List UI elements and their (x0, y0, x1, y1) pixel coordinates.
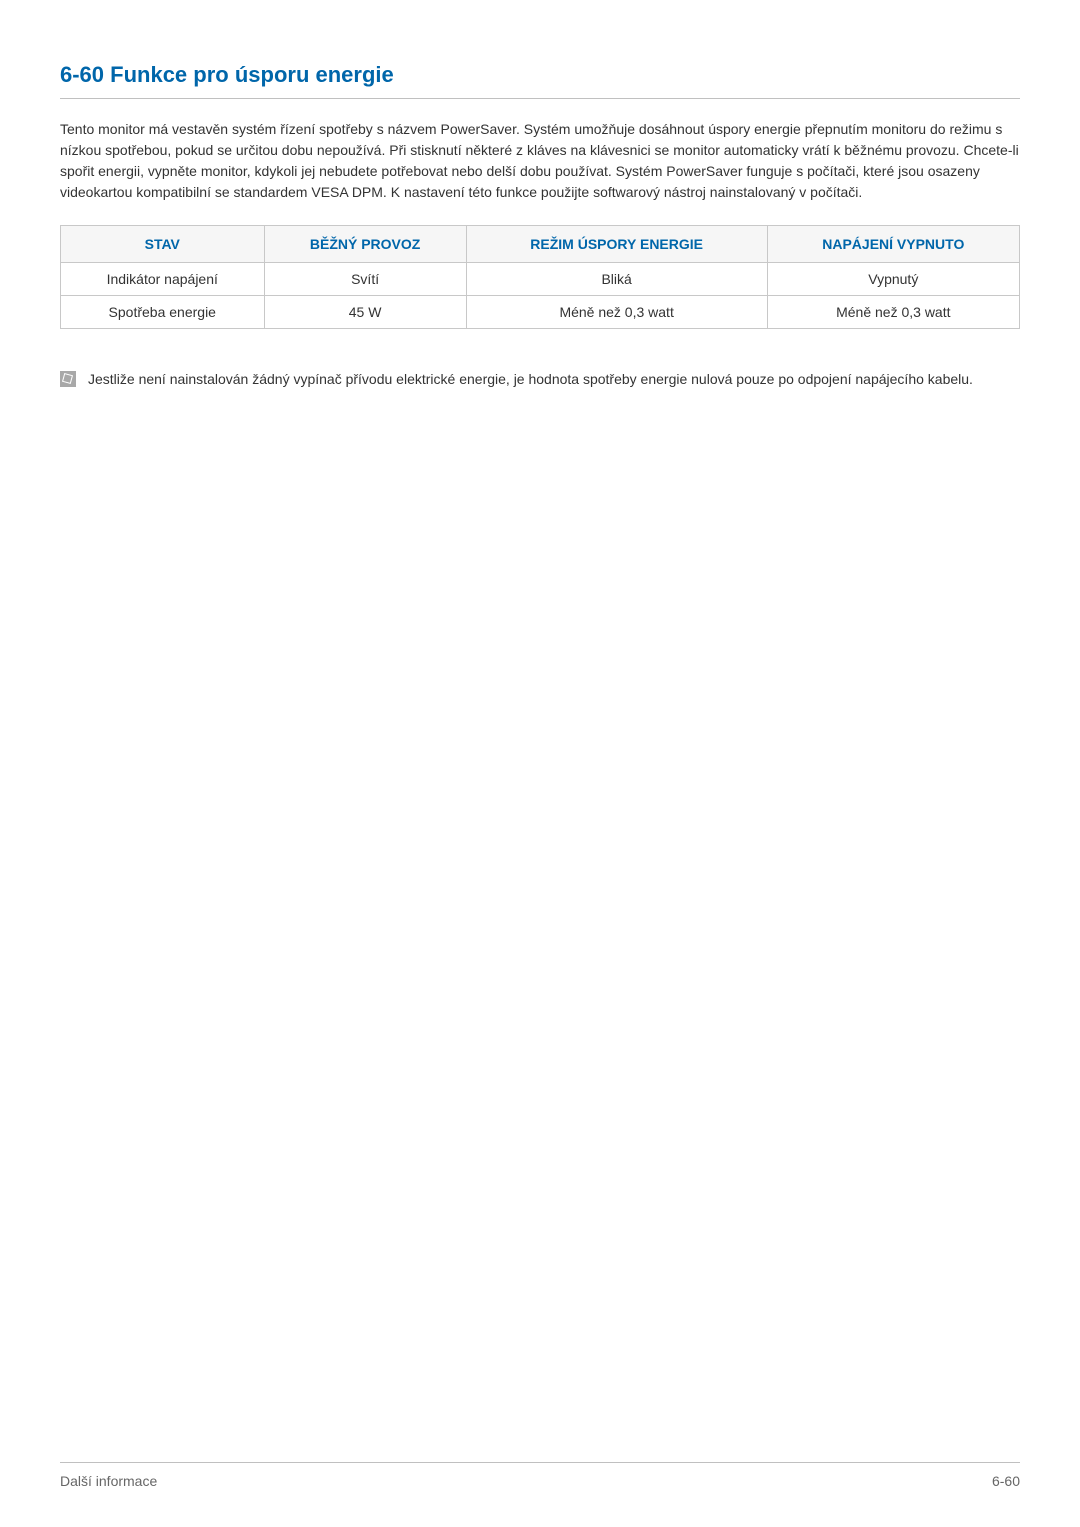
footer-right-text: 6-60 (992, 1473, 1020, 1489)
table-cell: Vypnutý (767, 263, 1019, 296)
table-cell: 45 W (264, 296, 466, 329)
col-header-saving: REŽIM ÚSPORY ENERGIE (466, 226, 767, 263)
table-row: Indikátor napájení Svítí Bliká Vypnutý (61, 263, 1020, 296)
table-cell: Méně než 0,3 watt (767, 296, 1019, 329)
note-block: Jestliže není nainstalován žádný vypínač… (60, 369, 1020, 390)
table-cell: Méně než 0,3 watt (466, 296, 767, 329)
table-cell: Bliká (466, 263, 767, 296)
table-cell: Indikátor napájení (61, 263, 265, 296)
section-heading: 6-60 Funkce pro úsporu energie (60, 62, 1020, 99)
table-cell: Svítí (264, 263, 466, 296)
col-header-normal: BĚŽNÝ PROVOZ (264, 226, 466, 263)
table-cell: Spotřeba energie (61, 296, 265, 329)
note-icon (60, 371, 76, 387)
note-text: Jestliže není nainstalován žádný vypínač… (88, 369, 973, 390)
footer-left-text: Další informace (60, 1473, 157, 1489)
page-footer: Další informace 6-60 (60, 1462, 1020, 1489)
intro-paragraph: Tento monitor má vestavěn systém řízení … (60, 119, 1020, 203)
table-row: Spotřeba energie 45 W Méně než 0,3 watt … (61, 296, 1020, 329)
table-header-row: STAV BĚŽNÝ PROVOZ REŽIM ÚSPORY ENERGIE N… (61, 226, 1020, 263)
col-header-state: STAV (61, 226, 265, 263)
col-header-off: NAPÁJENÍ VYPNUTO (767, 226, 1019, 263)
power-states-table: STAV BĚŽNÝ PROVOZ REŽIM ÚSPORY ENERGIE N… (60, 225, 1020, 329)
